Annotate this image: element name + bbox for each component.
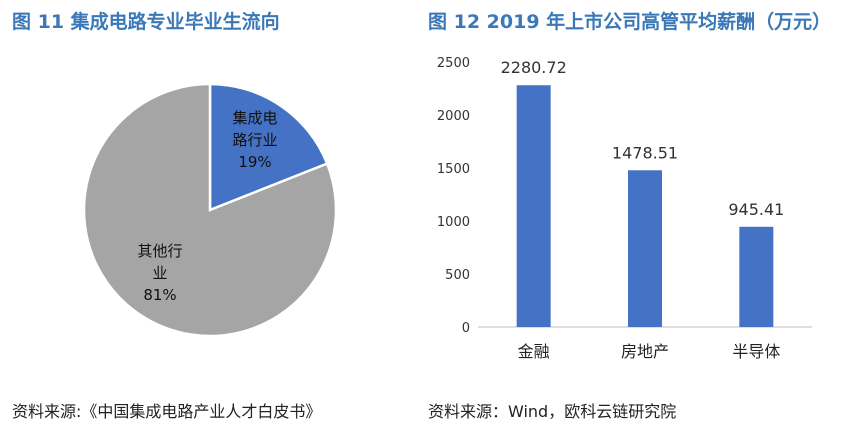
y-tick-label: 0 xyxy=(462,321,470,336)
bar xyxy=(628,170,662,327)
bar-value-label: 945.41 xyxy=(728,200,784,219)
y-tick-label: 2000 xyxy=(437,109,470,124)
y-tick-label: 500 xyxy=(445,268,470,283)
pie-chart-title: 图 11 集成电路专业毕业生流向 xyxy=(12,11,280,33)
bar xyxy=(739,226,774,327)
pie-slice-label: 其他行 xyxy=(137,242,182,260)
pie-slice-percent: 81% xyxy=(143,286,176,304)
bar xyxy=(516,85,551,327)
pie-slice-percent: 19% xyxy=(238,153,271,171)
pie-slice-ic xyxy=(208,82,329,212)
x-category-label: 金融 xyxy=(518,342,550,361)
bar-chart: 0 500 1000 1500 2000 2500 2280.72 金融 1478.51 房地产 9… xyxy=(437,56,812,361)
pie-slice-label: 业 xyxy=(152,264,167,282)
bar-value-label: 2280.72 xyxy=(501,58,567,77)
pie-slice-label: 路行业 xyxy=(232,131,277,149)
pie-slice-other xyxy=(82,82,338,338)
pie-slice-label: 集成电 xyxy=(232,109,277,127)
y-tick-label: 1000 xyxy=(437,215,470,230)
bar-source-note: 资料来源：Wind，欧科云链研究院 xyxy=(428,402,677,421)
x-category-label: 半导体 xyxy=(732,342,780,361)
pie-source-note: 资料来源:《中国集成电路产业人才白皮书》 xyxy=(12,402,322,421)
y-tick-label: 1500 xyxy=(437,162,470,177)
bar-value-label: 1478.51 xyxy=(612,143,678,162)
x-category-label: 房地产 xyxy=(621,342,669,361)
y-tick-label: 2500 xyxy=(437,56,470,71)
bar-chart-title: 图 12 2019 年上市公司高管平均薪酬（万元） xyxy=(428,11,832,33)
